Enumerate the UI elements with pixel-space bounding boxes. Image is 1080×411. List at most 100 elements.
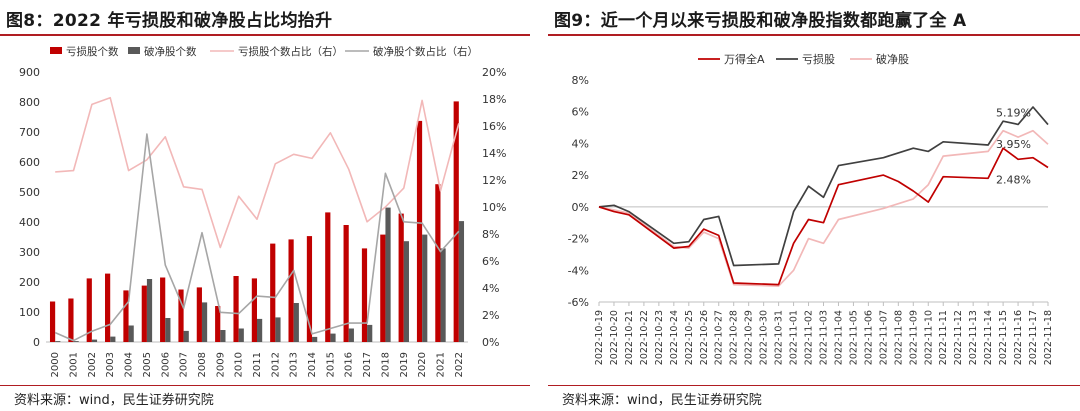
y-right-tick-label: 2% [482, 309, 499, 322]
x-tick-label: 2017 [362, 352, 373, 377]
bar-below-net [73, 341, 79, 342]
y-left-tick-label: 300 [19, 246, 40, 259]
y-left-tick-label: 100 [19, 306, 40, 319]
x-tick-label: 2022-11-11 [938, 310, 949, 365]
x-tick-label: 2022-10-26 [699, 310, 710, 365]
bar-below-net [312, 336, 318, 342]
x-tick-label: 2009 [215, 352, 226, 377]
y-right-tick-label: 14% [482, 147, 506, 160]
x-tick-label: 2015 [325, 352, 336, 377]
bar-loss [325, 212, 331, 342]
x-tick-label: 2022-11-03 [819, 310, 830, 365]
bar-loss [288, 239, 294, 342]
bar-loss [416, 120, 423, 343]
bar-below-net [440, 248, 446, 342]
x-tick-label: 2003 [105, 352, 116, 377]
bar-loss [343, 225, 349, 342]
x-tick-label: 2014 [307, 352, 318, 377]
bar-below-net [385, 207, 391, 342]
bar-loss [270, 243, 276, 342]
bar-loss [435, 184, 441, 342]
legend-label: 破净股 [876, 52, 909, 66]
y-right-tick-label: 20% [482, 66, 506, 79]
bar-loss [68, 298, 74, 342]
left-title-rule [0, 34, 530, 36]
x-tick-label: 2022 [454, 352, 465, 377]
x-tick-label: 2013 [289, 352, 300, 377]
x-tick-label: 2006 [160, 352, 171, 377]
series-line-below-net-share [54, 133, 460, 342]
y-tick-label: 8% [572, 74, 589, 87]
left-chart-panel: 图8：2022 年亏损股和破净股占比均抬升 0 100 200 300 400 500 60… [0, 0, 530, 411]
x-tick-label: 2000 [50, 352, 61, 377]
x-tick-label: 2022-11-17 [1028, 310, 1039, 365]
bar-below-net [403, 241, 409, 342]
x-tick-label: 2022-11-06 [863, 310, 874, 365]
right-chart-source: 资料来源：wind，民生证券研究院 [562, 393, 762, 408]
x-tick-label: 2022-10-24 [669, 310, 680, 365]
legend-label: 亏损股个数占比（右） [238, 45, 343, 58]
y-right-tick-label: 4% [482, 282, 499, 295]
x-tick-label: 2022-10-28 [729, 310, 740, 365]
bar-loss [141, 285, 147, 342]
y-tick-label: 2% [572, 169, 589, 182]
x-tick-label: 2022-11-14 [983, 310, 994, 365]
x-tick-label: 2022-11-02 [804, 310, 815, 365]
bar-below-net [165, 318, 171, 342]
bar-loss [105, 273, 111, 342]
x-tick-label: 2022-11-16 [1013, 310, 1024, 365]
legend-swatch [128, 47, 140, 54]
bar-loss [196, 287, 202, 342]
x-tick-label: 2018 [380, 352, 391, 377]
bar-below-net [422, 234, 428, 342]
bar-below-net [201, 302, 208, 342]
legend-label: 亏损股个数 [66, 45, 119, 58]
x-tick-label: 2022-11-04 [833, 310, 844, 365]
series-end-label: 2.48% [996, 174, 1031, 187]
y-left-tick-label: 500 [19, 186, 40, 199]
bar-below-net [128, 325, 134, 342]
right-line-chart: -6% -4% -2% 0% 2% 4% 6% 8% 2022-10-19 2022-10-20 2… [568, 52, 1054, 365]
bar-loss [251, 278, 257, 342]
bar-loss [398, 213, 404, 342]
y-tick-label: -4% [568, 264, 589, 277]
bar-below-net [348, 328, 354, 342]
y-right-tick-label: 6% [482, 255, 499, 268]
bar-below-net [55, 341, 61, 342]
left-source-rule [0, 385, 530, 386]
x-tick-label: 2008 [197, 352, 208, 377]
legend-label: 破净股个数占比（右） [373, 45, 478, 58]
bar-loss [215, 306, 221, 342]
x-tick-label: 2010 [234, 352, 245, 377]
x-tick-label: 2022-11-18 [1043, 310, 1054, 365]
bar-below-net [91, 339, 98, 342]
bar-loss [86, 278, 92, 342]
bar-loss [306, 236, 313, 342]
bar-below-net [257, 318, 263, 342]
x-tick-label: 2022-10-27 [714, 310, 725, 365]
y-tick-label: -2% [568, 233, 589, 246]
y-tick-label: 4% [572, 137, 589, 150]
x-tick-label: 2005 [142, 352, 153, 377]
legend-label: 破净股个数 [144, 45, 197, 58]
bar-below-net [220, 330, 226, 342]
left-chart-title: 图8：2022 年亏损股和破净股占比均抬升 [6, 11, 333, 31]
bar-loss [233, 276, 239, 342]
bar-below-net [146, 279, 153, 342]
y-left-tick-label: 800 [19, 96, 40, 109]
x-tick-label: 2022-11-12 [953, 310, 964, 365]
x-tick-label: 2022-10-20 [609, 310, 620, 365]
x-tick-label: 2004 [124, 352, 135, 377]
bar-below-net [293, 303, 299, 342]
x-tick-label: 2022-11-09 [908, 310, 919, 365]
x-tick-label: 2022-11-13 [968, 310, 979, 365]
bar-loss [123, 290, 129, 342]
x-tick-label: 2012 [270, 352, 281, 377]
y-left-tick-label: 400 [19, 216, 40, 229]
y-right-tick-label: 0% [482, 336, 499, 349]
right-source-rule [548, 385, 1080, 386]
y-right-tick-label: 16% [482, 120, 506, 133]
y-right-tick-label: 10% [482, 201, 506, 214]
x-tick-label: 2002 [87, 352, 98, 377]
x-tick-label: 2022-11-08 [893, 310, 904, 365]
